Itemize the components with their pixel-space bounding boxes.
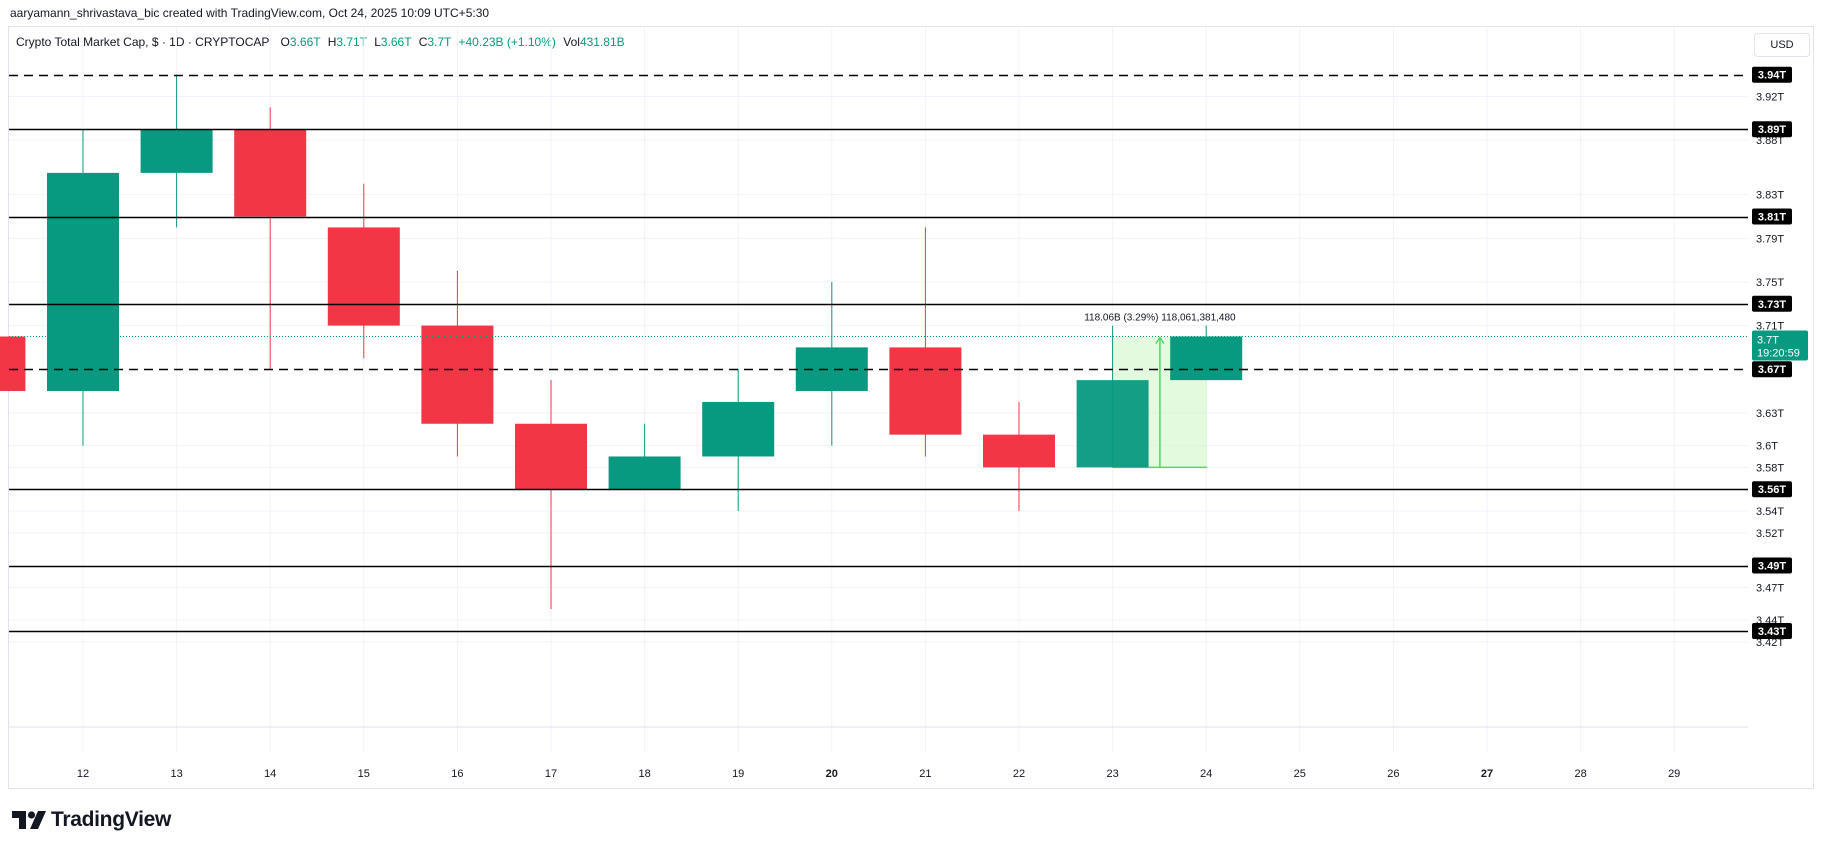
level-price-tag <box>1752 361 1792 378</box>
x-tick-label: 26 <box>1387 768 1399 780</box>
candle <box>327 183 400 359</box>
measure-arrow-head <box>1155 336 1165 344</box>
volume-value: 431.81B <box>579 35 625 49</box>
y-tick-label: 3.92T <box>1756 92 1784 104</box>
change-value: +40.23B (+1.10%) <box>458 35 556 49</box>
candle <box>140 74 213 228</box>
level-price-label: 3.81T <box>1758 212 1786 224</box>
candle <box>608 423 681 490</box>
candle <box>1170 325 1243 381</box>
level-price-label: 3.89T <box>1758 124 1786 136</box>
low-value: 3.66T <box>380 35 412 49</box>
candle-body <box>1170 336 1243 381</box>
candle <box>47 129 119 446</box>
level-price-tag <box>1752 66 1792 83</box>
candle-body <box>1076 380 1149 468</box>
x-tick-label: 18 <box>638 768 650 780</box>
level-price-tag <box>1752 295 1792 312</box>
symbol-name: Crypto Total Market Cap, $ · 1D · CRYPTO… <box>16 35 270 49</box>
level-price-tag <box>1752 121 1792 138</box>
symbol-legend: Crypto Total Market Cap, $ · 1D · CRYPTO… <box>16 35 625 49</box>
y-tick-label: 3.6T <box>1756 441 1778 453</box>
y-tick-label: 3.58T <box>1756 462 1784 474</box>
candle <box>889 227 962 457</box>
close-value: 3.7T <box>427 35 452 49</box>
y-tick-label: 3.83T <box>1756 190 1784 202</box>
x-tick-label: 15 <box>358 768 370 780</box>
x-tick-label: 21 <box>919 768 931 780</box>
x-tick-label: 16 <box>451 768 463 780</box>
candle-body <box>327 227 400 326</box>
candle-body <box>702 401 775 457</box>
candle <box>1076 325 1149 468</box>
candle-body <box>889 347 962 435</box>
open-value: 3.66T <box>289 35 321 49</box>
x-tick-label: 23 <box>1106 768 1118 780</box>
y-tick-label: 3.71T <box>1756 321 1784 333</box>
current-price-label: 3.7T <box>1757 334 1779 346</box>
level-price-tag <box>1752 481 1792 498</box>
y-tick-label: 3.75T <box>1756 277 1784 289</box>
tradingview-logo-icon <box>12 811 46 829</box>
candle <box>702 369 775 512</box>
x-tick-label: 19 <box>732 768 744 780</box>
level-price-label: 3.43T <box>1758 626 1786 638</box>
candle <box>983 401 1055 512</box>
candle-body <box>234 129 307 217</box>
tradingview-logo[interactable]: TradingView <box>12 808 171 832</box>
y-tick-label: 3.42T <box>1756 637 1784 649</box>
chart-frame <box>8 26 1814 789</box>
y-tick-label: 3.54T <box>1756 506 1784 518</box>
x-tick-label: 28 <box>1574 768 1586 780</box>
y-tick-label: 3.88T <box>1756 135 1784 147</box>
y-tick-label: 3.79T <box>1756 233 1784 245</box>
y-tick-label: 3.63T <box>1756 408 1784 420</box>
high-label: H <box>327 35 337 49</box>
candle <box>0 336 26 392</box>
x-tick-label: 24 <box>1200 768 1212 780</box>
currency-button[interactable]: USD <box>1754 33 1810 57</box>
candle-body <box>421 325 494 424</box>
candle-body <box>983 434 1055 468</box>
level-price-tag <box>1752 623 1792 639</box>
x-tick-label: 17 <box>545 768 557 780</box>
candle-body <box>608 456 681 490</box>
open-label: O <box>280 35 290 49</box>
high-value: 3.71T <box>336 35 367 49</box>
volume-label: Vol <box>563 35 580 49</box>
candle <box>421 271 494 457</box>
chart-caption: aaryamann_shrivastava_bic created with T… <box>10 6 490 20</box>
y-tick-label: 3.52T <box>1756 528 1784 540</box>
x-tick-label: 20 <box>826 768 838 780</box>
x-tick-label: 29 <box>1668 768 1680 780</box>
level-price-label: 3.49T <box>1758 561 1786 573</box>
x-tick-label: 22 <box>1013 768 1025 780</box>
countdown-label: 19:20:59 <box>1757 347 1800 359</box>
level-price-tag <box>1752 208 1792 225</box>
x-tick-label: 25 <box>1294 768 1306 780</box>
current-price-tag <box>1752 330 1808 361</box>
candle-body <box>0 336 26 392</box>
measure-label: 118.06B (3.29%) 118,061,381,480 <box>1084 312 1236 323</box>
level-price-tag <box>1752 557 1792 574</box>
candle-body <box>47 172 119 392</box>
y-tick-label: 3.47T <box>1756 582 1784 594</box>
x-tick-label: 13 <box>170 768 182 780</box>
x-tick-label: 14 <box>264 768 276 780</box>
tradingview-wordmark: TradingView <box>51 808 172 831</box>
level-price-label: 3.94T <box>1758 70 1786 82</box>
level-price-label: 3.73T <box>1758 299 1786 311</box>
candle-body <box>515 423 587 490</box>
candle <box>795 281 868 446</box>
candle <box>234 107 307 370</box>
level-price-label: 3.56T <box>1758 484 1786 496</box>
close-label: C <box>418 35 428 49</box>
x-tick-label: 12 <box>77 768 89 780</box>
candle-body <box>140 129 213 173</box>
candle <box>515 380 587 610</box>
level-price-label: 3.67T <box>1758 364 1786 376</box>
low-label: L <box>374 35 381 49</box>
x-tick-label: 27 <box>1481 768 1493 780</box>
